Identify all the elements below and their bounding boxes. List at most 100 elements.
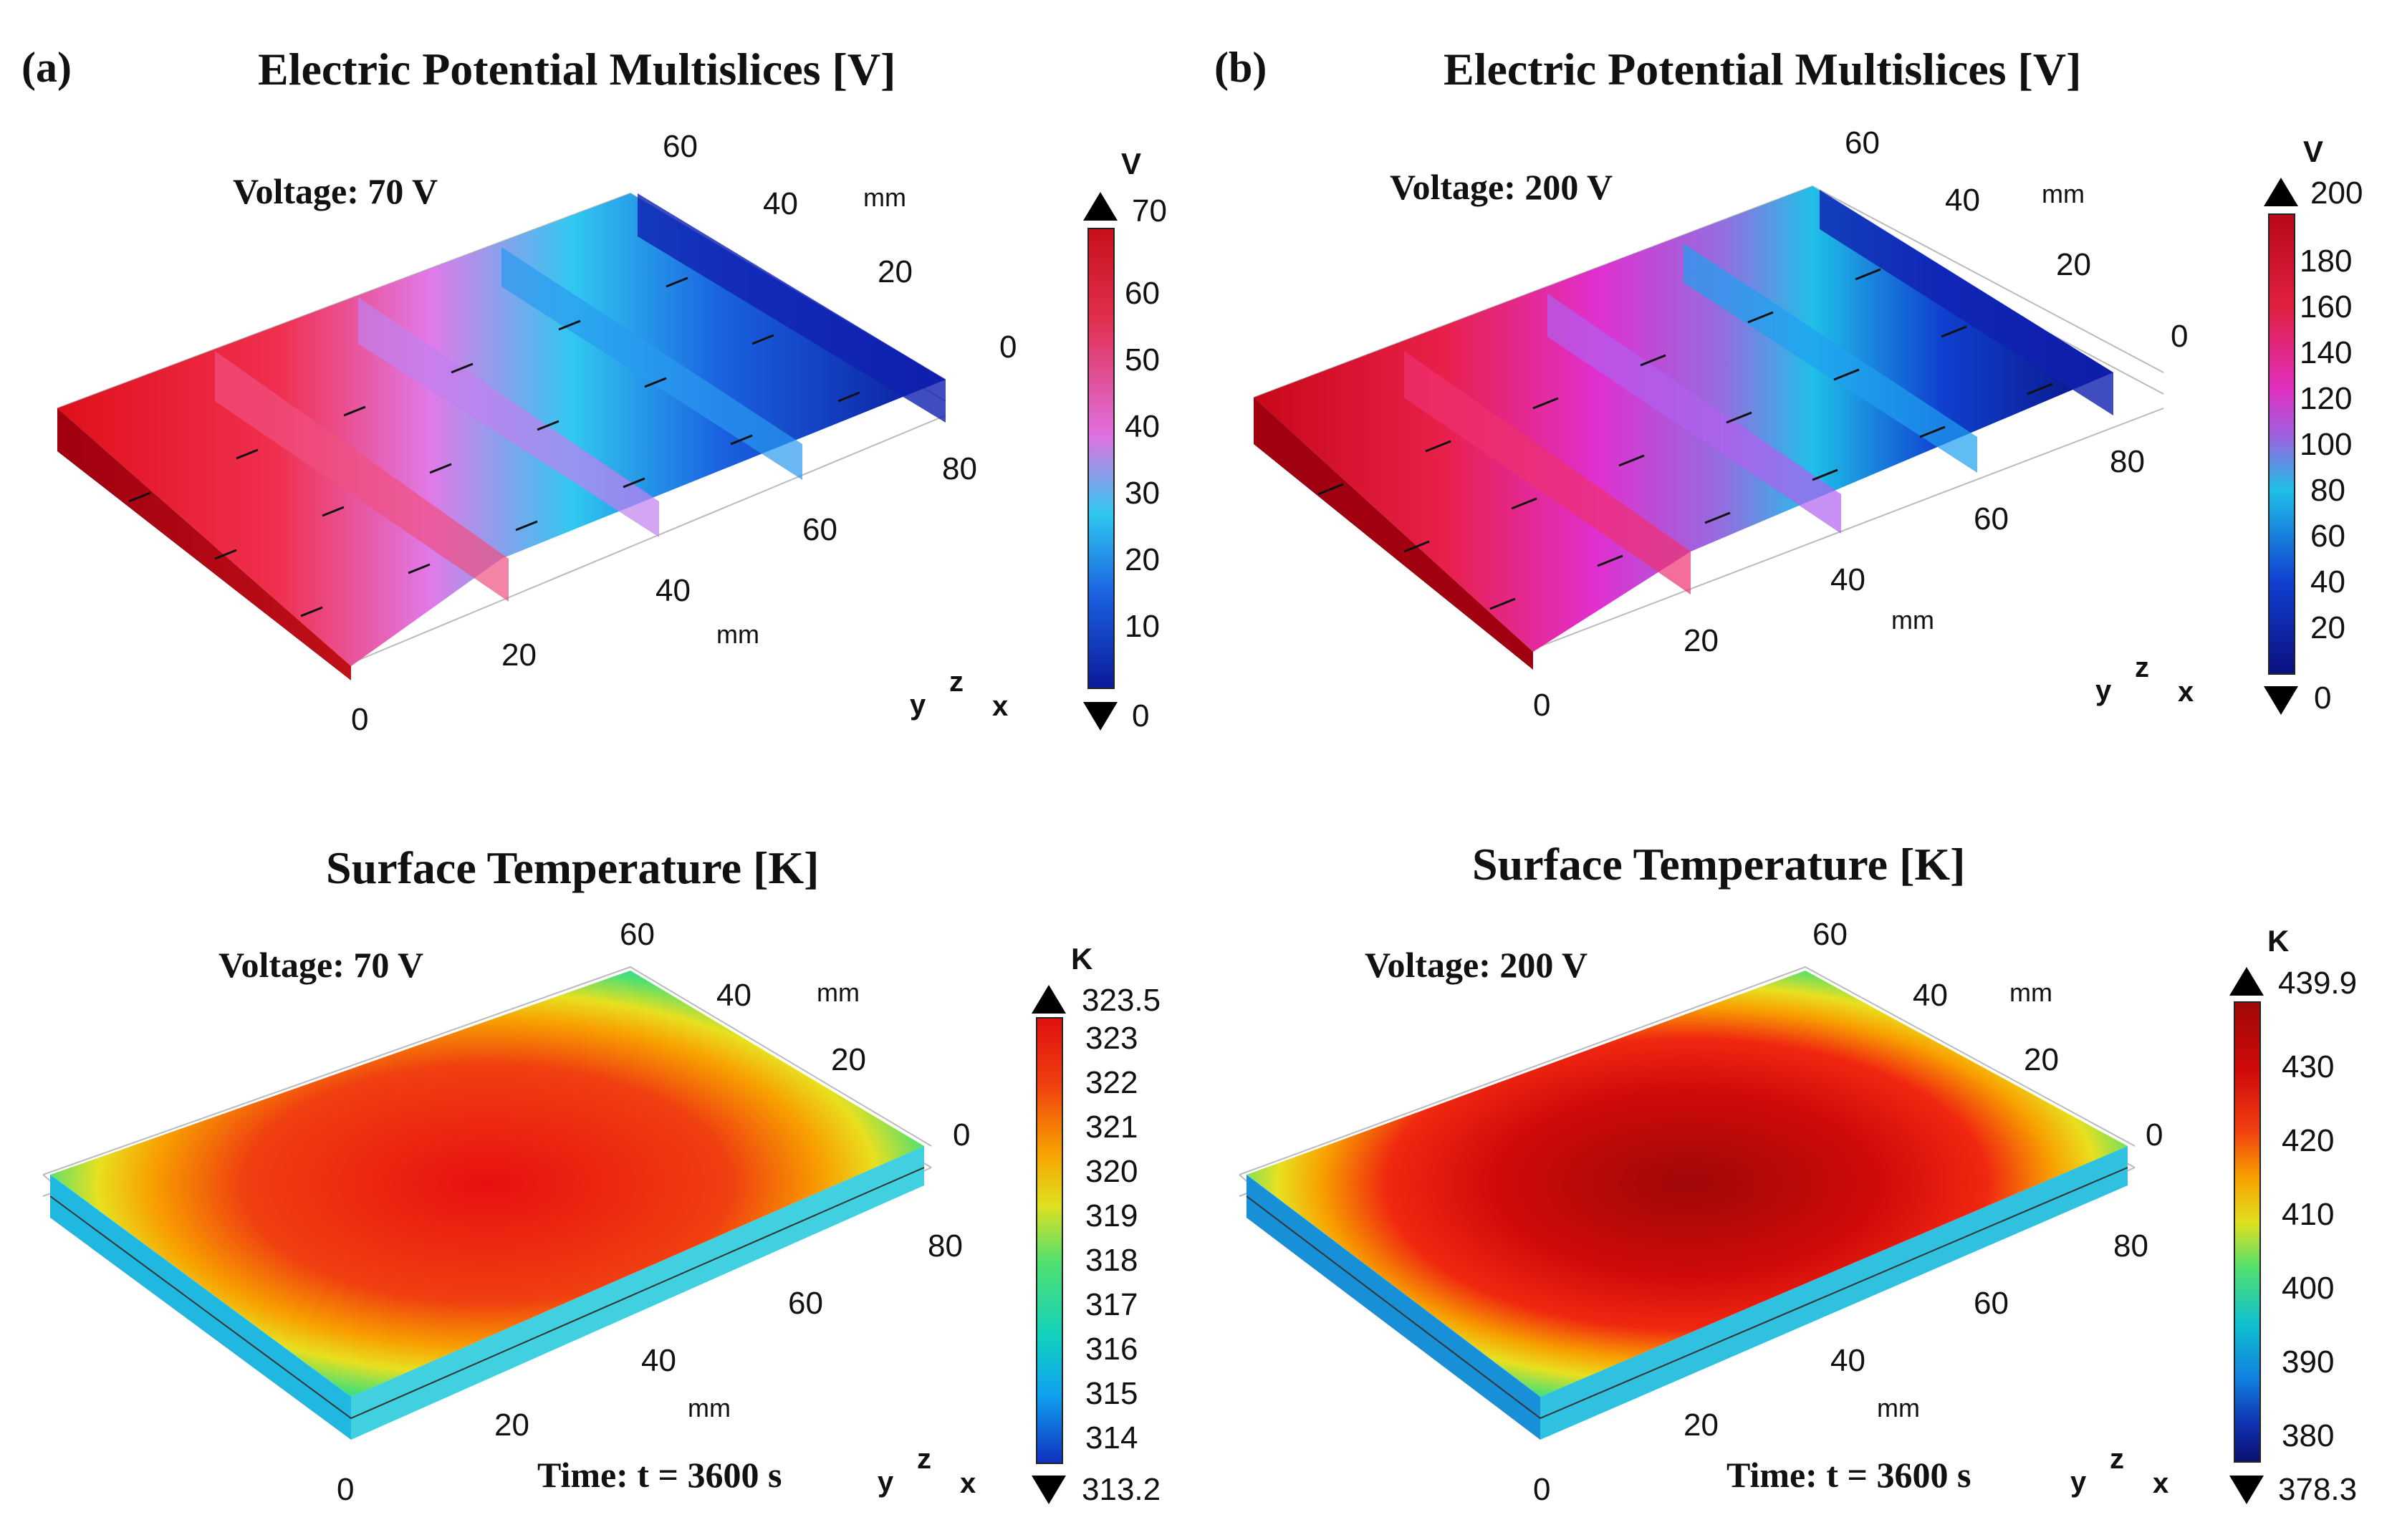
colorbar-max: 323.5 <box>1082 983 1161 1018</box>
x-tick: 40 <box>1830 1343 1865 1378</box>
colorbar-unit: V <box>1121 147 1142 181</box>
x-tick: 20 <box>501 637 537 673</box>
temperature-plot-200v <box>1239 966 2136 1440</box>
colorbar-min: 0 <box>1132 698 1150 733</box>
panel-label: (b) <box>1214 44 1267 91</box>
potential-slices <box>215 193 946 602</box>
colorbar-tick: 10 <box>1125 609 1160 644</box>
colorbar-tick: 319 <box>1085 1198 1138 1233</box>
x-tick: 80 <box>928 1228 963 1264</box>
potential-plot-b <box>1253 185 2164 670</box>
x-unit: mm <box>1891 605 1934 635</box>
colorbar-tick: 380 <box>2282 1418 2335 1453</box>
colorbar-max: 439.9 <box>2278 966 2358 1001</box>
colorbar-max: 70 <box>1132 193 1167 228</box>
colorbar-tick: 60 <box>2310 519 2345 554</box>
y-tick: 40 <box>1945 183 1980 218</box>
y-tick: 0 <box>2146 1117 2163 1152</box>
colorbar-max-arrow-icon <box>2264 178 2298 206</box>
temperature-plot-70v <box>42 966 932 1440</box>
x-tick: 0 <box>337 1472 355 1507</box>
axis-triad-icon: y z x <box>910 666 1009 722</box>
colorbar <box>2234 1001 2261 1463</box>
colorbar-tick: 40 <box>1125 409 1160 444</box>
axis-triad-icon: y z x <box>2095 652 2194 708</box>
colorbar-tick: 20 <box>2310 610 2345 645</box>
y-unit: mm <box>2009 978 2052 1007</box>
y-tick: 20 <box>878 254 913 289</box>
colorbar-tick: 317 <box>1085 1287 1138 1322</box>
colorbar-tick: 420 <box>2282 1123 2335 1158</box>
colorbar-tick: 315 <box>1085 1376 1138 1411</box>
colorbar-min: 378.3 <box>2278 1472 2358 1507</box>
y-tick: 0 <box>999 329 1017 365</box>
field-arrows <box>128 276 860 617</box>
colorbar-min-arrow-icon <box>2229 1476 2264 1504</box>
colorbar-tick: 322 <box>1085 1065 1138 1100</box>
colorbar-min-arrow-icon <box>1083 702 1118 731</box>
x-tick: 0 <box>1533 1472 1551 1507</box>
colorbar-max-arrow-icon <box>1032 985 1066 1014</box>
time-label: Time: t = 3600 s <box>1726 1455 1971 1495</box>
y-tick: 60 <box>620 917 655 952</box>
voltage-label: Voltage: 200 V <box>1390 167 1613 207</box>
colorbar-max-arrow-icon <box>1083 192 1118 221</box>
x-unit: mm <box>1877 1393 1920 1423</box>
y-tick: 60 <box>663 129 698 164</box>
x-tick: 20 <box>1683 1407 1719 1443</box>
x-unit: mm <box>688 1393 731 1423</box>
panel-title: Surface Temperature [K] <box>1472 839 1966 890</box>
domain-top-surface <box>1247 971 2128 1397</box>
field-arrows <box>1317 268 2053 610</box>
colorbar-tick: 60 <box>1125 276 1160 311</box>
colorbar-tick: 20 <box>1125 542 1160 577</box>
y-tick: 20 <box>2056 247 2091 282</box>
colorbar-min: 0 <box>2314 680 2332 716</box>
x-tick: 60 <box>1974 501 2009 536</box>
x-tick: 80 <box>2113 1228 2148 1264</box>
y-tick: 20 <box>831 1042 866 1077</box>
x-tick: 0 <box>1533 688 1551 723</box>
voltage-label: Voltage: 70 V <box>218 945 424 985</box>
panel-title: Electric Potential Multislices [V] <box>1444 44 2082 95</box>
x-tick: 0 <box>351 702 369 737</box>
y-unit: mm <box>817 978 860 1007</box>
panel-title: Surface Temperature [K] <box>326 842 820 893</box>
y-tick: 40 <box>1913 978 1948 1013</box>
x-tick: 60 <box>1974 1286 2009 1321</box>
colorbar-tick: 140 <box>2300 335 2353 370</box>
y-unit: mm <box>2042 179 2085 208</box>
y-tick: 40 <box>716 978 751 1013</box>
colorbar-tick: 430 <box>2282 1049 2335 1084</box>
x-tick: 40 <box>1830 562 1865 597</box>
colorbar <box>2268 213 2295 675</box>
colorbar-min: 313.2 <box>1082 1472 1161 1507</box>
x-tick: 20 <box>494 1407 529 1443</box>
x-tick: 40 <box>641 1343 676 1378</box>
y-tick: 20 <box>2024 1042 2059 1077</box>
colorbar-tick: 316 <box>1085 1332 1138 1367</box>
x-unit: mm <box>716 620 759 649</box>
voltage-label: Voltage: 200 V <box>1365 945 1588 985</box>
colorbar-max: 200 <box>2310 175 2363 211</box>
colorbar-min-arrow-icon <box>2264 686 2298 715</box>
x-tick: 60 <box>802 512 837 547</box>
colorbar-tick: 160 <box>2300 289 2353 324</box>
axis-triad-icon: y z x <box>2070 1443 2169 1499</box>
colorbar-tick: 50 <box>1125 342 1160 377</box>
domain-side-face <box>1254 398 1533 670</box>
colorbar-tick: 30 <box>1125 476 1160 511</box>
colorbar-tick: 400 <box>2282 1271 2335 1306</box>
time-label: Time: t = 3600 s <box>537 1455 782 1495</box>
colorbar-tick: 318 <box>1085 1243 1138 1278</box>
colorbar-tick: 40 <box>2310 564 2345 600</box>
panel-title: Electric Potential Multislices [V] <box>258 44 896 95</box>
colorbar-unit: K <box>1071 942 1093 976</box>
x-tick: 80 <box>2110 444 2145 479</box>
colorbar-tick: 321 <box>1085 1110 1138 1145</box>
colorbar-unit: K <box>2267 924 2290 958</box>
colorbar-tick: 314 <box>1085 1420 1138 1455</box>
x-tick: 40 <box>655 573 691 608</box>
colorbar-tick: 410 <box>2282 1197 2335 1232</box>
colorbar-min-arrow-icon <box>1032 1476 1066 1504</box>
